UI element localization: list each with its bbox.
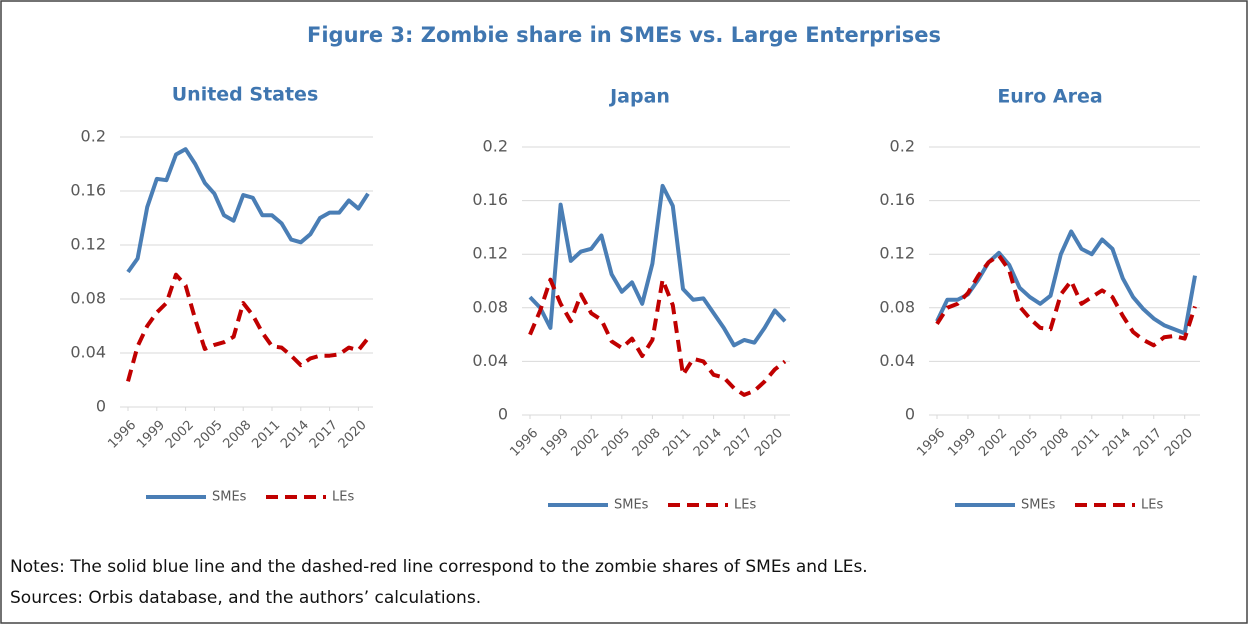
note: Sources: Orbis database, and the authors… [10, 588, 481, 608]
y-tick-label: 0.08 [70, 289, 106, 308]
series-line [528, 183, 787, 348]
chart-title: Japan [608, 86, 670, 108]
series-line [126, 147, 370, 274]
y-tick-label: 0 [498, 405, 508, 424]
chart-title: United States [172, 84, 319, 106]
y-tick-label: 0.2 [890, 137, 915, 156]
y-tick-label: 0.08 [472, 297, 508, 316]
chart-title: Euro Area [997, 86, 1102, 108]
legend-label: SMEs [614, 498, 649, 513]
note: Notes: The solid blue line and the dashe… [10, 557, 868, 577]
y-tick-label: 0.04 [879, 351, 915, 370]
figure-title: Figure 3: Zombie share in SMEs vs. Large… [307, 23, 941, 47]
legend-label: SMEs [1021, 498, 1056, 513]
y-tick-label: 0.08 [879, 297, 915, 316]
series-line [935, 229, 1197, 336]
series-line [126, 272, 370, 382]
y-tick-label: 0.2 [483, 137, 508, 156]
series-line [528, 277, 787, 397]
y-tick-label: 0 [96, 397, 106, 416]
y-tick-label: 0.12 [70, 235, 106, 254]
y-tick-label: 0 [905, 405, 915, 424]
y-tick-label: 0.04 [472, 351, 508, 370]
y-tick-label: 0.16 [879, 190, 915, 209]
legend-label: LEs [734, 498, 756, 513]
y-tick-label: 0.2 [81, 127, 106, 146]
legend-label: LEs [332, 490, 354, 505]
y-tick-label: 0.04 [70, 343, 106, 362]
y-tick-label: 0.16 [472, 190, 508, 209]
y-tick-label: 0.16 [70, 181, 106, 200]
y-tick-label: 0.12 [879, 244, 915, 263]
series-line [935, 253, 1197, 348]
legend-label: LEs [1141, 498, 1163, 513]
legend-label: SMEs [212, 490, 247, 505]
y-tick-label: 0.12 [472, 244, 508, 263]
